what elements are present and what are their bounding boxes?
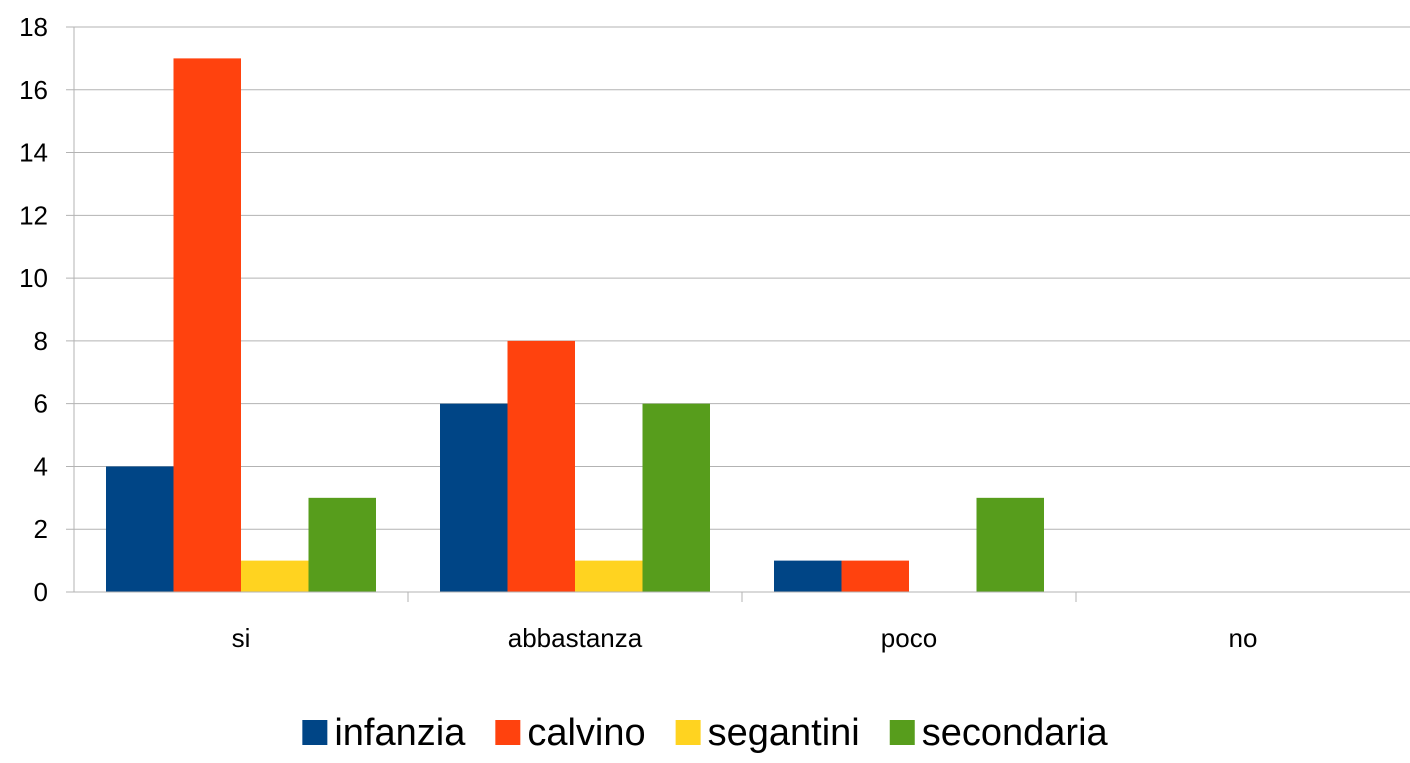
y-tick-label: 12 bbox=[19, 200, 48, 230]
y-tick-label: 18 bbox=[19, 12, 48, 42]
bar-secondaria-si bbox=[308, 497, 376, 592]
y-tick-label: 4 bbox=[34, 451, 48, 481]
bar-segantini-si bbox=[241, 560, 309, 592]
bar-calvino-abbastanza bbox=[507, 340, 575, 592]
bar-calvino-si bbox=[173, 58, 241, 592]
bars bbox=[106, 58, 1044, 592]
bar-secondaria-poco bbox=[976, 497, 1044, 592]
legend-label-infanzia: infanzia bbox=[334, 712, 466, 754]
y-tick-labels: 0 2 4 6 8 10 12 14 16 18 bbox=[19, 12, 48, 607]
bar-secondaria-abbastanza bbox=[642, 403, 710, 592]
y-tick-label: 8 bbox=[34, 326, 48, 356]
bar-segantini-abbastanza bbox=[575, 560, 643, 592]
category-label-poco: poco bbox=[881, 623, 937, 653]
legend-label-segantini: segantini bbox=[708, 712, 860, 754]
y-tick-label: 2 bbox=[34, 514, 48, 544]
legend-label-secondaria: secondaria bbox=[922, 712, 1109, 754]
category-label-abbastanza: abbastanza bbox=[508, 623, 643, 653]
y-tick-label: 0 bbox=[34, 577, 48, 607]
bar-infanzia-si bbox=[106, 466, 174, 592]
y-tick-label: 6 bbox=[34, 389, 48, 419]
y-tick-label: 10 bbox=[19, 263, 48, 293]
legend: infanzia calvino segantini secondaria bbox=[302, 712, 1109, 754]
category-label-no: no bbox=[1229, 623, 1258, 653]
category-labels: si abbastanza poco no bbox=[232, 623, 1258, 653]
gridlines bbox=[66, 26, 1410, 593]
legend-swatch-infanzia bbox=[302, 720, 328, 745]
legend-label-calvino: calvino bbox=[527, 712, 645, 754]
y-tick-label: 14 bbox=[19, 138, 48, 168]
legend-swatch-secondaria bbox=[889, 720, 915, 745]
legend-swatch-calvino bbox=[495, 720, 521, 745]
bar-infanzia-poco bbox=[774, 560, 842, 592]
bar-infanzia-abbastanza bbox=[440, 403, 508, 592]
category-label-si: si bbox=[232, 623, 251, 653]
bar-calvino-poco bbox=[841, 560, 909, 592]
legend-swatch-segantini bbox=[675, 720, 701, 745]
axes bbox=[73, 27, 1410, 602]
y-tick-label: 16 bbox=[19, 75, 48, 105]
